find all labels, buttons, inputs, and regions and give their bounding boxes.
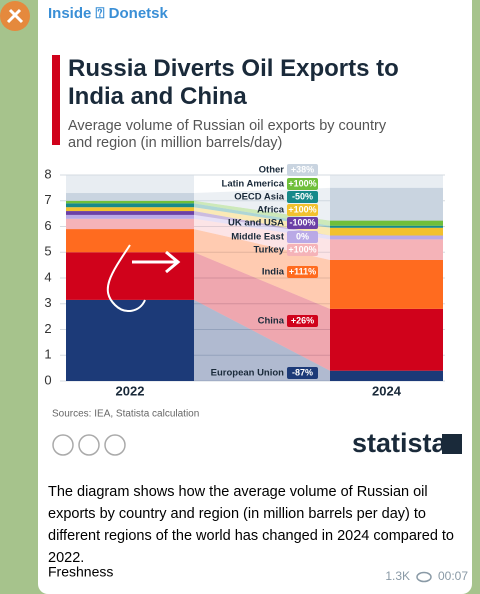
avatar-icon (6, 8, 24, 24)
arrow-icon (132, 250, 181, 274)
bar-segment (330, 370, 443, 381)
post-footer: Freshness (48, 564, 113, 580)
bar-segment (66, 218, 194, 230)
change-label: -100% (289, 217, 315, 227)
series-label: OECD Asia (234, 192, 285, 203)
change-badge (287, 204, 318, 216)
y-tick-label: 3 (44, 295, 51, 310)
flow-band (194, 299, 330, 381)
y-tick-label: 0 (44, 372, 51, 387)
bar-segment (330, 225, 443, 228)
x-tick-label: 2024 (372, 383, 402, 398)
y-tick-label: 6 (44, 218, 51, 233)
brand: statista (352, 428, 448, 458)
change-label: -87% (292, 367, 313, 377)
series-label: China (258, 316, 285, 327)
bar-segment (330, 187, 443, 221)
series-label: Turkey (254, 245, 285, 256)
channel-name[interactable]: Inside ⍰ Donetsk (48, 5, 169, 22)
bar-segment (66, 252, 194, 300)
bar-segment (66, 214, 194, 219)
bar-segment (66, 193, 194, 201)
bar-segment (330, 259, 443, 309)
y-tick-label: 7 (44, 192, 51, 207)
y-tick-label: 4 (44, 269, 51, 284)
change-label: +38% (291, 164, 314, 174)
bar-segment (66, 211, 194, 215)
bar-segment (66, 229, 194, 253)
change-badge (287, 191, 318, 203)
views: 1.3K (385, 569, 410, 583)
bar-segment (66, 200, 194, 204)
series-label: UK and USA (228, 218, 284, 229)
bar-segment (66, 207, 194, 212)
change-badge (287, 178, 318, 190)
change-badge (287, 217, 318, 229)
change-label: +100% (288, 244, 316, 254)
series-label: Africa (257, 205, 285, 216)
x-tick-label: 2022 (116, 383, 145, 398)
series-label: India (262, 267, 285, 278)
chart-subtitle: Average volume of Russian oil exports by… (68, 118, 387, 151)
change-badge (287, 315, 318, 327)
change-label: +100% (288, 178, 316, 188)
series-label: European Union (211, 368, 285, 379)
flow-band (194, 252, 330, 371)
oil-drop-icon (106, 244, 146, 312)
change-badge (287, 244, 318, 256)
flow-band (194, 229, 330, 309)
bar-segment (66, 299, 194, 381)
bar-segment (330, 220, 443, 226)
change-label: +26% (291, 315, 314, 325)
change-label: 0% (296, 231, 309, 241)
bar-segment (330, 235, 443, 240)
license-icons (52, 434, 126, 456)
change-label: +111% (289, 266, 316, 276)
chart-title: Russia Diverts Oil Exports to India and … (68, 55, 399, 110)
change-badge (287, 164, 318, 176)
series-label: Middle East (231, 232, 285, 243)
series-label: Other (259, 165, 285, 176)
change-badge (287, 266, 318, 278)
brand-logo (442, 434, 462, 454)
bar-segment (330, 308, 443, 371)
source: Sources: IEA, Statista calculation (52, 409, 199, 420)
y-tick-label: 5 (44, 244, 51, 259)
change-badge (287, 367, 318, 379)
series-label: Latin America (222, 179, 285, 190)
bar-segment (330, 239, 443, 260)
change-label: +100% (288, 204, 316, 214)
flow-band (194, 211, 330, 236)
change-badge (287, 231, 318, 243)
time: 00:07 (438, 569, 468, 583)
y-tick-label: 2 (44, 321, 51, 336)
bar-segment (66, 203, 194, 208)
bar-segment (330, 227, 443, 236)
y-tick-label: 8 (44, 166, 51, 181)
change-label: -50% (292, 191, 313, 201)
title-accent (52, 55, 60, 145)
eye-icon (416, 571, 432, 583)
y-tick-label: 1 (44, 347, 51, 362)
post-text: The diagram shows how the average volume… (48, 484, 454, 566)
